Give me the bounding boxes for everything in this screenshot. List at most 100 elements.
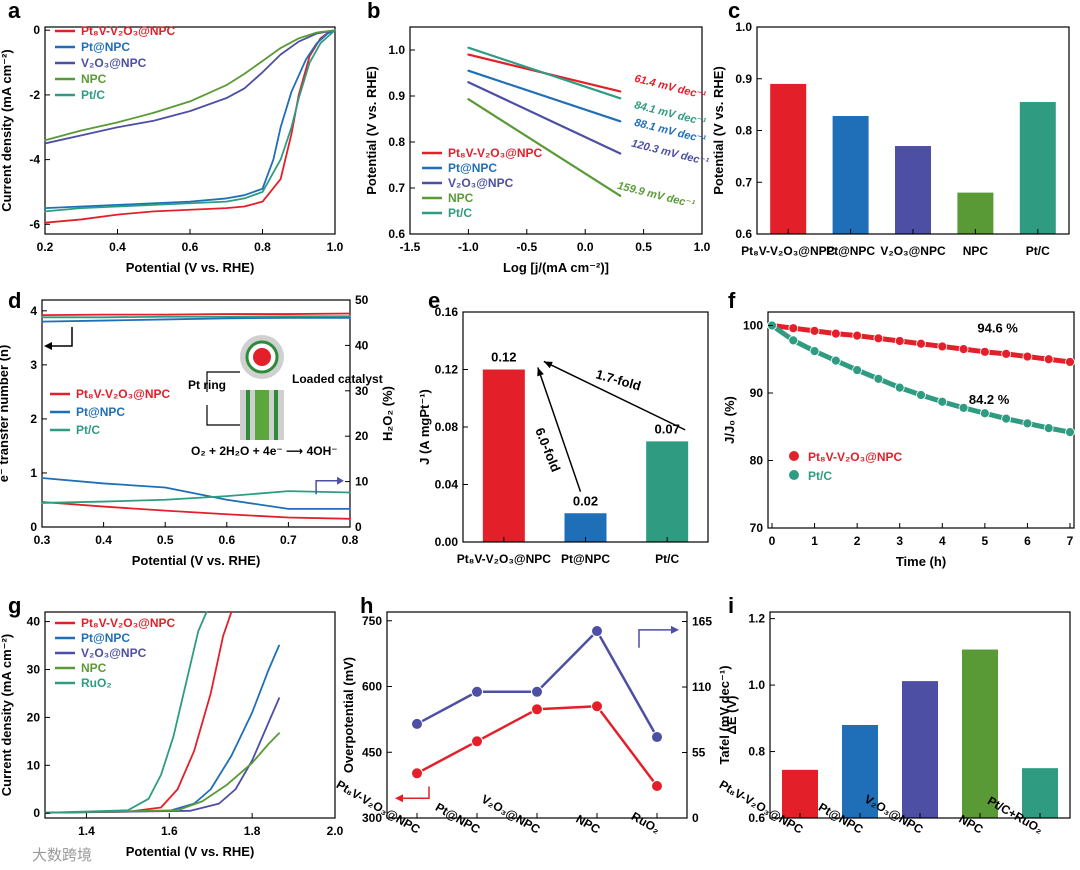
panel-label-i: i xyxy=(728,593,734,618)
i-bar xyxy=(902,681,938,818)
e-ytick-label: 0.12 xyxy=(435,363,459,377)
stability-point xyxy=(979,346,990,357)
tafel-slope-label: 159.9 mV dec⁻¹ xyxy=(616,180,696,211)
series-line-d xyxy=(41,501,351,520)
rrde-disk-side xyxy=(255,390,269,440)
panel-label-f: f xyxy=(728,288,736,313)
h-ytick-label: 300 xyxy=(362,811,382,825)
panel-label-h: h xyxy=(360,593,373,618)
stability-point xyxy=(916,390,926,400)
legend-label: V₂O₃@NPC xyxy=(448,176,514,190)
h-ytick-label-right: 55 xyxy=(692,746,706,760)
d-ytick-label-right: 30 xyxy=(355,384,369,398)
i-bar xyxy=(962,649,998,818)
f-xtick-label: 5 xyxy=(982,534,989,548)
stability-point xyxy=(937,396,948,407)
e-bar-value-label: 0.12 xyxy=(491,350,516,365)
inset-equation: O₂ + 2H₂O + 4e⁻ ⟶ 4OH⁻ xyxy=(191,444,338,458)
right-axis-arrow xyxy=(315,479,341,495)
fold-arrow xyxy=(537,367,582,492)
c-category-label: Pt/C xyxy=(1026,244,1050,258)
f-ytick-label: 100 xyxy=(743,319,763,333)
overpotential-point xyxy=(471,735,483,748)
d-xtick-label: 0.4 xyxy=(95,533,112,547)
a-xtick-label: 0.2 xyxy=(37,240,54,254)
b-ytick-label: 0.8 xyxy=(388,135,405,149)
stability-point xyxy=(894,336,905,346)
c-bar xyxy=(832,116,869,234)
tafel-point xyxy=(411,717,423,730)
d-ytick-label: 4 xyxy=(30,304,37,318)
b-plot-frame xyxy=(409,26,703,235)
f-plot-frame xyxy=(767,311,1075,529)
b-ytick-label: 0.6 xyxy=(388,227,405,241)
retention-label: 94.6 % xyxy=(977,320,1018,335)
overpotential-point xyxy=(591,700,603,713)
d-xlabel: Potential (V vs. RHE) xyxy=(132,553,261,568)
b-xtick-label: 0.0 xyxy=(577,240,594,254)
c-ytick-label: 0.7 xyxy=(735,175,752,189)
legend-label: Pt@NPC xyxy=(81,631,130,645)
stability-point xyxy=(1022,418,1033,429)
fold-arrow xyxy=(543,360,686,431)
a-ytick-label: -4 xyxy=(29,153,40,167)
ring-connector-bottom xyxy=(206,405,240,426)
retention-label: 84.2 % xyxy=(969,392,1010,407)
a-xtick-label: 0.4 xyxy=(109,240,126,254)
h-ytick-label-right: 110 xyxy=(692,680,712,694)
h-category-label: V₂O₃@NPC xyxy=(479,792,543,837)
b-xtick-label: 0.5 xyxy=(635,240,652,254)
c-ytick-label: 1.0 xyxy=(735,20,752,34)
stability-point xyxy=(1065,357,1075,367)
legend-label: V₂O₃@NPC xyxy=(81,56,147,70)
d-ytick-label-right: 40 xyxy=(355,338,369,352)
d-xtick-label: 0.8 xyxy=(342,533,359,547)
panel-label-b: b xyxy=(367,0,380,23)
series-line-a xyxy=(44,29,336,145)
a-ytick-label: -6 xyxy=(29,217,40,231)
h-ytick-label-right: 0 xyxy=(692,811,699,825)
tafel-point xyxy=(471,685,483,698)
legend-label: Pt₈V-V₂O₃@NPC xyxy=(81,616,176,630)
panel-label-c: c xyxy=(728,0,740,23)
b-xtick-label: 1.0 xyxy=(694,240,711,254)
legend-marker xyxy=(789,451,799,461)
b-ytick-label: 0.9 xyxy=(388,89,405,103)
e-bar-value-label: 0.02 xyxy=(573,493,598,508)
panel-d: d 0.3 0.4 0.5 0.6 0.7 0.8 Potential (V vs. RHE)… xyxy=(0,288,395,568)
series-line-overpotential xyxy=(415,704,659,788)
e-ytick-label: 0.04 xyxy=(435,478,459,492)
f-xlabel: Time (h) xyxy=(896,554,946,569)
f-xtick-label: 7 xyxy=(1067,534,1074,548)
h-ylabel: Overpotential (mV) xyxy=(341,657,356,773)
i-bar xyxy=(1022,768,1058,818)
a-ylabel: Current density (mA cm⁻²) xyxy=(0,49,14,211)
b-ytick-label: 0.7 xyxy=(388,181,405,195)
stability-point xyxy=(979,408,990,419)
stability-point xyxy=(958,344,969,355)
f-xtick-label: 2 xyxy=(854,534,861,548)
d-plot-frame xyxy=(41,299,351,528)
i-ytick-label: 0.8 xyxy=(748,745,765,759)
series-line-b xyxy=(467,81,622,155)
d-xtick-label: 0.6 xyxy=(218,533,235,547)
tafel-point xyxy=(531,685,543,698)
legend-label: Pt/C xyxy=(808,469,832,483)
right-axis-arrowhead xyxy=(337,476,344,485)
g-ytick-label: 30 xyxy=(27,662,41,676)
f-xtick-label: 3 xyxy=(896,534,903,548)
c-bar xyxy=(957,192,994,234)
panel-f: f 94.6 % 84.2 % 0 1 2 3 4 5 6 7 Time (h) 70 80 90 100 J/… xyxy=(722,288,1075,569)
panel-g: g 1.4 1.6 1.8 2.0 Potential (V vs. RHE) 0 10 20 3… xyxy=(0,593,344,859)
stability-point xyxy=(788,323,799,334)
tafel-point xyxy=(591,625,603,638)
stability-point xyxy=(916,338,926,349)
h-category-label: NPC xyxy=(574,812,603,837)
b-xtick-label: -0.5 xyxy=(516,240,537,254)
g-xtick-label: 2.0 xyxy=(327,824,344,838)
c-ytick-label: 0.8 xyxy=(735,124,752,138)
series-line-b xyxy=(467,46,622,100)
g-xtick-label: 1.8 xyxy=(244,824,261,838)
series-line-tafel xyxy=(415,629,659,739)
panel-c: c 0.6 0.7 0.8 0.9 1.0 Potential (V vs. RHE) Pt₈… xyxy=(711,0,1070,258)
